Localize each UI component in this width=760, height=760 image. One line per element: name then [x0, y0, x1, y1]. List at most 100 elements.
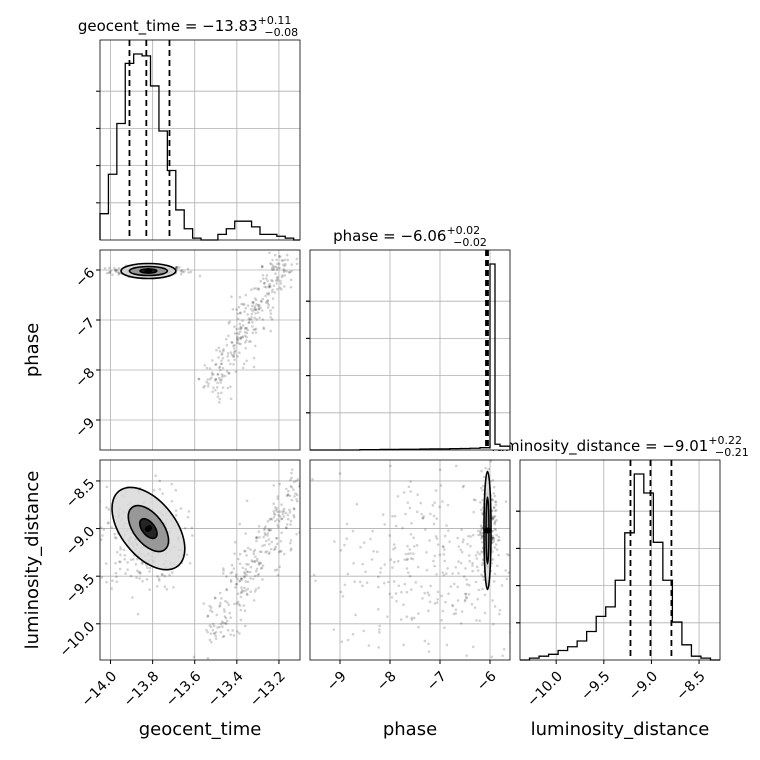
scatter-point: [179, 507, 183, 510]
scatter-point: [512, 585, 515, 588]
histogram-panel-phase: [306, 249, 511, 451]
scatter-point: [249, 317, 253, 321]
scatter-point: [217, 400, 221, 404]
scatter-point: [493, 521, 497, 524]
scatter-point: [271, 258, 274, 262]
scatter-point: [225, 588, 228, 591]
scatter-point: [257, 572, 261, 576]
scatter-point: [236, 630, 239, 633]
scatter-point: [257, 305, 261, 308]
scatter-point: [254, 287, 258, 290]
scatter-point: [241, 566, 245, 570]
scatter-point: [217, 366, 221, 370]
scatter-point: [174, 265, 178, 269]
scatter-point: [205, 628, 208, 632]
scatter-point: [471, 561, 474, 565]
scatter-point: [345, 537, 349, 540]
scatter-point: [225, 619, 229, 623]
scatter-point: [270, 540, 274, 544]
scatter-point: [211, 622, 215, 626]
scatter-point: [468, 583, 471, 587]
scatter-point: [426, 591, 430, 594]
scatter-point: [213, 596, 217, 600]
scatter-point: [433, 564, 436, 568]
scatter-point: [267, 552, 271, 556]
scatter-point: [427, 642, 430, 646]
scatter-point: [376, 608, 380, 611]
scatter-point: [270, 278, 273, 282]
scatter-point: [218, 378, 222, 382]
scatter-point: [474, 553, 478, 557]
scatter-point: [239, 577, 243, 580]
scatter-point: [278, 255, 282, 259]
scatter-point: [295, 532, 298, 536]
scatter-point: [484, 466, 487, 470]
scatter-point: [238, 632, 241, 635]
scatter-point: [267, 538, 271, 541]
scatter-point: [103, 267, 107, 270]
scatter-point: [264, 539, 268, 543]
scatter-point: [129, 558, 133, 561]
panel-content: [100, 468, 304, 660]
scatter-point: [186, 267, 190, 271]
panel-content: [103, 250, 299, 404]
scatter-point: [292, 513, 296, 517]
scatter-point: [301, 516, 304, 519]
scatter-point: [246, 313, 249, 316]
scatter-point: [383, 563, 387, 566]
scatter-point: [269, 315, 272, 319]
scatter-point: [238, 604, 242, 607]
scatter-point: [479, 531, 482, 535]
scatter-point: [282, 507, 286, 511]
scatter-point: [459, 561, 463, 565]
scatter-point: [493, 494, 497, 498]
scatter-point: [269, 547, 273, 551]
xlabel-geocent-time: geocent_time: [139, 719, 262, 740]
scatter-point: [274, 506, 277, 509]
scatter-point: [433, 554, 437, 558]
scatter-point: [214, 634, 218, 638]
scatter-point: [407, 485, 411, 489]
scatter-point: [279, 282, 283, 285]
scatter-point: [119, 548, 122, 551]
scatter-point: [282, 263, 285, 267]
scatter-point: [268, 284, 272, 288]
scatter-point: [210, 373, 214, 376]
scatter-point: [473, 606, 477, 609]
panel-frame: [99, 249, 301, 451]
scatter-point: [272, 515, 276, 519]
scatter-point: [229, 397, 233, 401]
scatter-point: [117, 273, 121, 276]
scatter-point: [182, 270, 186, 273]
scatter-point: [263, 528, 266, 532]
scatter-panel-luminosity-distance-vs-geocent-time: [99, 459, 304, 661]
scatter-point: [279, 279, 282, 283]
scatter-point: [477, 588, 481, 592]
scatter-point: [251, 309, 255, 313]
scatter-point: [116, 270, 119, 274]
scatter-point: [272, 502, 275, 506]
scatter-point: [406, 557, 409, 561]
scatter-point: [115, 575, 118, 579]
scatter-point: [495, 548, 499, 551]
scatter-point: [236, 337, 240, 340]
scatter-point: [250, 559, 253, 562]
scatter-point: [339, 549, 343, 552]
scatter-point: [214, 630, 218, 634]
scatter-point: [487, 467, 491, 471]
scatter-point: [230, 341, 234, 344]
scatter-point: [273, 569, 277, 572]
scatter-point: [208, 377, 212, 381]
scatter-point: [285, 494, 289, 498]
scatter-point: [402, 603, 405, 607]
scatter-point: [221, 349, 225, 353]
histogram-step-luminosity-distance: [520, 473, 720, 661]
scatter-point: [466, 542, 469, 546]
scatter-point: [245, 359, 249, 363]
scatter-point: [445, 524, 448, 527]
scatter-point: [280, 259, 284, 262]
scatter-point: [409, 490, 413, 493]
gridlines: [100, 460, 300, 660]
scatter-point: [246, 587, 250, 591]
scatter-point: [105, 506, 108, 509]
